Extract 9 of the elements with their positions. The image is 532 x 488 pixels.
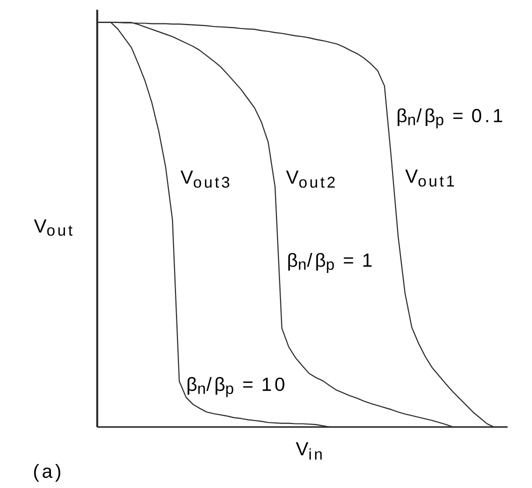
annotation: β$_{n}$/β$_{p}$ = 10 xyxy=(188,377,284,398)
series-label: V$_{out3}$ xyxy=(180,170,230,188)
series-label: V$_{out2}$ xyxy=(286,170,335,188)
text: (a) xyxy=(34,464,60,482)
y-axis-title: V$_{out}$ xyxy=(34,220,72,236)
annotation: β$_{n}$/β$_{p}$ = 0.1 xyxy=(398,108,502,129)
annotation: β$_{n}$/β$_{p}$ = 1 xyxy=(288,253,372,274)
x-axis-title: V$_{in}$ xyxy=(296,442,322,460)
series-label: V$_{out1}$ xyxy=(405,170,454,187)
